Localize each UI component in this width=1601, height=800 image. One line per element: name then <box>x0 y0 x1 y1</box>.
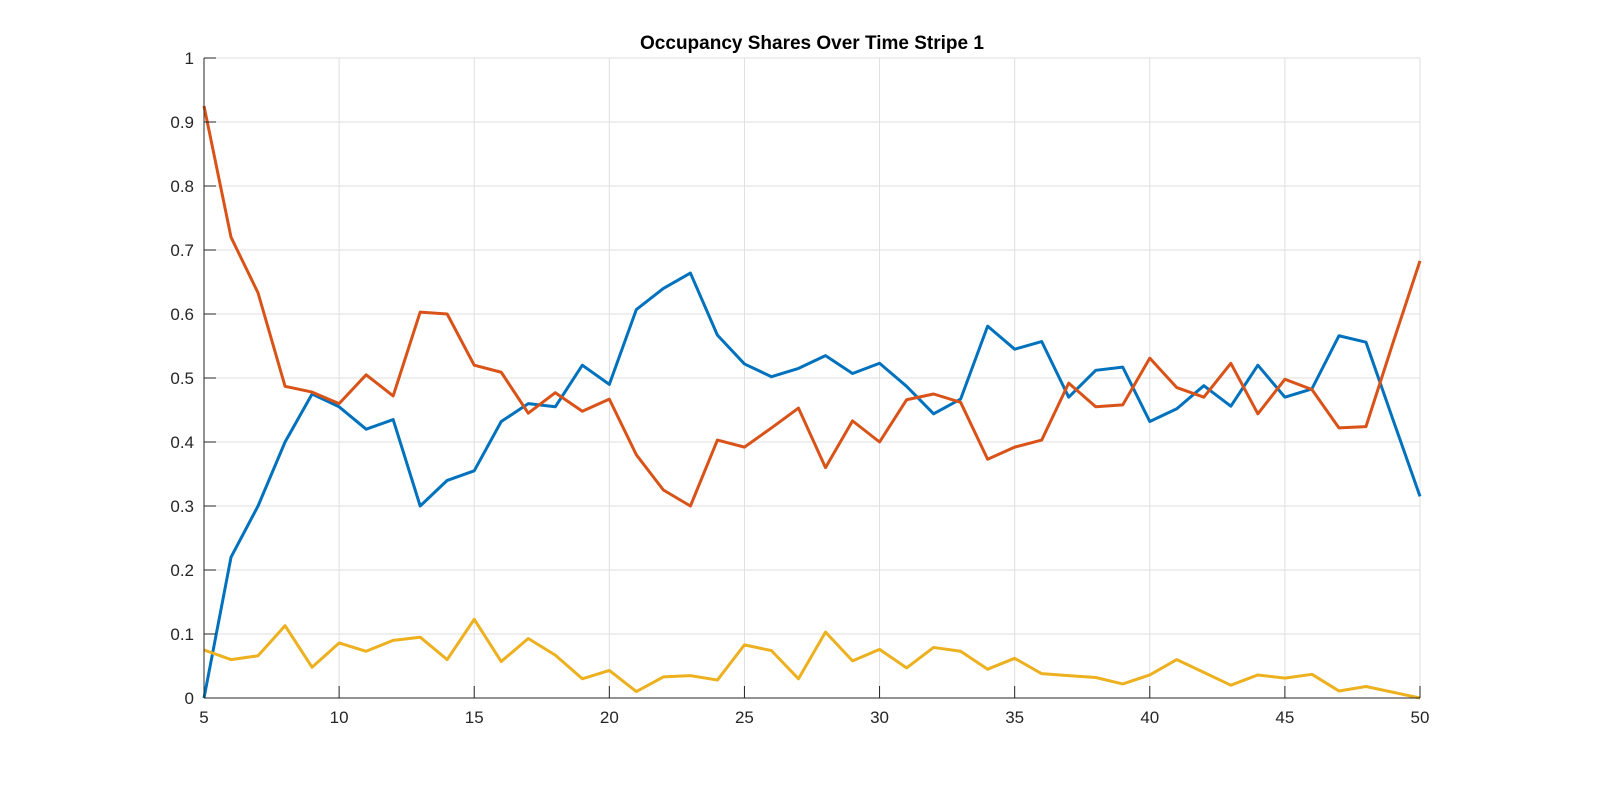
y-tick-label-5: 0.5 <box>170 369 194 388</box>
tick-labels: 5 10 15 20 25 30 35 40 45 50 0 0.1 0.2 0.3 0.4 0.5 0.6 0.… <box>170 49 1429 727</box>
y-tick-label-4: 0.4 <box>170 433 194 452</box>
y-tick-label-7: 0.7 <box>170 241 194 260</box>
y-tick-label-9: 0.9 <box>170 113 194 132</box>
x-tick-label-6: 35 <box>1005 708 1024 727</box>
x-tick-label-0: 5 <box>199 708 208 727</box>
x-tick-label-5: 30 <box>870 708 889 727</box>
series-line-3 <box>203 617 1421 700</box>
x-tick-label-3: 20 <box>600 708 619 727</box>
x-tick-label-4: 25 <box>735 708 754 727</box>
y-tick-label-6: 0.6 <box>170 305 194 324</box>
x-tick-label-1: 10 <box>330 708 349 727</box>
y-tick-label-10: 1 <box>185 49 194 68</box>
chart-title: Occupancy Shares Over Time Stripe 1 <box>640 33 984 54</box>
y-tick-label-1: 0.1 <box>170 625 194 644</box>
x-tick-label-8: 45 <box>1275 708 1294 727</box>
x-tick-label-2: 15 <box>465 708 484 727</box>
y-tick-label-8: 0.8 <box>170 177 194 196</box>
x-tick-label-9: 50 <box>1411 708 1430 727</box>
y-tick-label-3: 0.3 <box>170 497 194 516</box>
axes <box>203 57 1421 699</box>
series-line-2 <box>202 105 1422 508</box>
series-layer <box>202 105 1422 700</box>
x-tick-label-7: 40 <box>1140 708 1159 727</box>
series-line-1 <box>202 271 1422 699</box>
y-tick-label-2: 0.2 <box>170 561 194 580</box>
y-tick-label-0: 0 <box>185 689 194 708</box>
